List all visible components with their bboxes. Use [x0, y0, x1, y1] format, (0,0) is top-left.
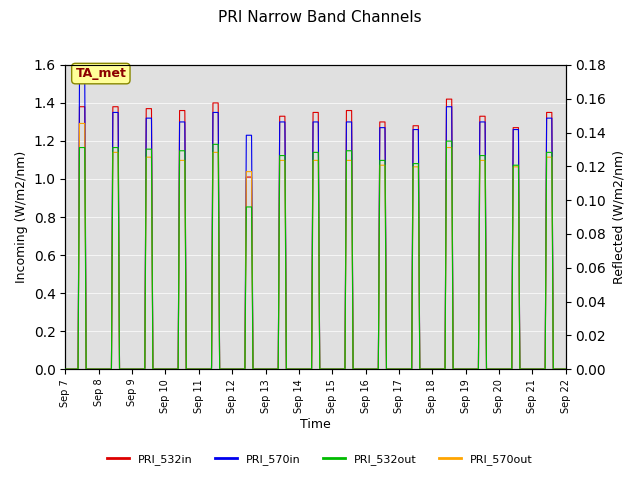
- Text: TA_met: TA_met: [76, 67, 126, 80]
- X-axis label: Time: Time: [300, 419, 331, 432]
- Text: PRI Narrow Band Channels: PRI Narrow Band Channels: [218, 10, 422, 24]
- Y-axis label: Reflected (W/m2/nm): Reflected (W/m2/nm): [612, 150, 625, 284]
- Legend: PRI_532in, PRI_570in, PRI_532out, PRI_570out: PRI_532in, PRI_570in, PRI_532out, PRI_57…: [102, 450, 538, 469]
- Y-axis label: Incoming (W/m2/nm): Incoming (W/m2/nm): [15, 151, 28, 283]
